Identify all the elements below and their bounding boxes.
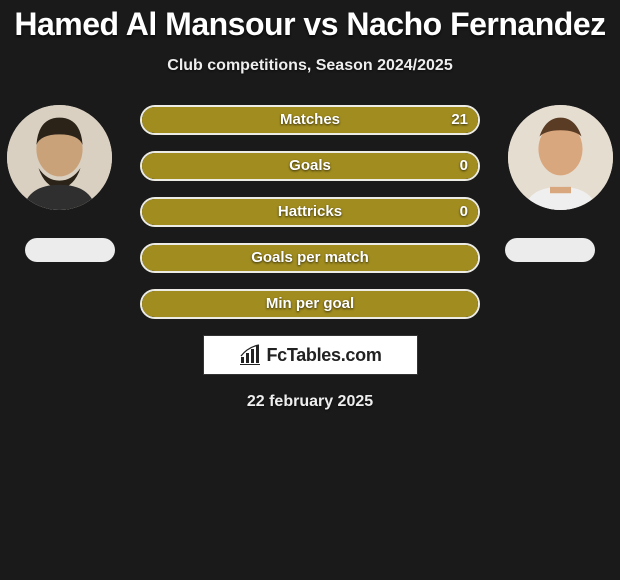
stat-label: Hattricks	[142, 199, 478, 225]
stat-label: Goals	[142, 153, 478, 179]
stat-bar-min-per-goal: Min per goal	[140, 289, 480, 319]
comparison-body: Matches 21 Goals 0 Hattricks 0 Goals per…	[0, 105, 620, 411]
player-left-club-badge	[25, 238, 115, 262]
stat-bar-hattricks: Hattricks 0	[140, 197, 480, 227]
subtitle: Club competitions, Season 2024/2025	[0, 57, 620, 75]
person-icon	[508, 105, 613, 210]
stat-bar-matches: Matches 21	[140, 105, 480, 135]
stat-label: Matches	[142, 107, 478, 133]
source-logo-text: FcTables.com	[266, 345, 381, 366]
stat-bars: Matches 21 Goals 0 Hattricks 0 Goals per…	[140, 105, 480, 319]
person-icon	[7, 105, 112, 210]
stat-bar-goals: Goals 0	[140, 151, 480, 181]
stat-label: Min per goal	[142, 291, 478, 317]
bar-chart-icon	[238, 343, 262, 367]
stat-right-value: 0	[460, 199, 468, 225]
source-logo: FcTables.com	[203, 335, 418, 375]
stat-label: Goals per match	[142, 245, 478, 271]
page-title: Hamed Al Mansour vs Nacho Fernandez	[0, 6, 620, 43]
player-right-club-badge	[505, 238, 595, 262]
player-right-avatar	[508, 105, 613, 210]
stat-right-value: 0	[460, 153, 468, 179]
date-label: 22 february 2025	[0, 393, 620, 411]
comparison-card: Hamed Al Mansour vs Nacho Fernandez Club…	[0, 0, 620, 411]
stat-right-value: 21	[451, 107, 468, 133]
stat-bar-goals-per-match: Goals per match	[140, 243, 480, 273]
player-left-avatar	[7, 105, 112, 210]
